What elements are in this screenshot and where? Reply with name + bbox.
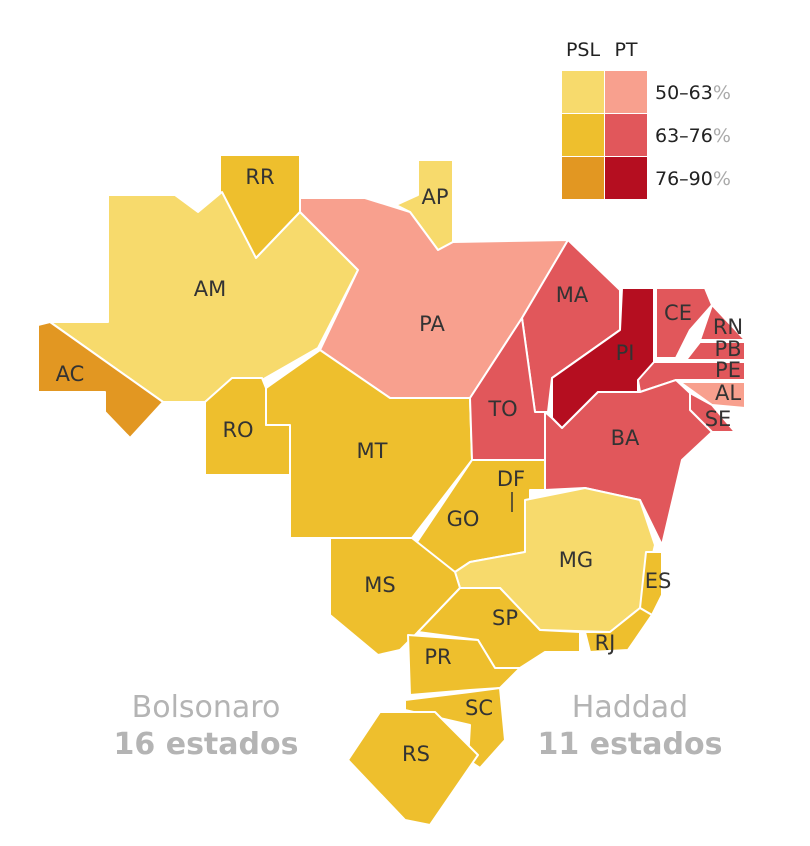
state-label: MS — [364, 573, 395, 597]
state-label: GO — [447, 507, 480, 531]
state-label: MT — [357, 439, 388, 463]
legend-range-label: 50–63% — [655, 82, 731, 104]
state-AC[interactable] — [37, 321, 164, 439]
legend: PSL PT 50–63% 63–76% 76–90% — [562, 39, 731, 199]
state-label: TO — [487, 397, 517, 421]
state-RJ[interactable] — [584, 607, 653, 653]
state-SP[interactable] — [417, 587, 581, 669]
state-PR[interactable] — [407, 634, 521, 696]
legend-range-value: 50–63 — [655, 82, 713, 104]
state-label: SP — [492, 606, 518, 630]
state-label: PA — [419, 312, 445, 336]
legend-range-label: 76–90% — [655, 168, 731, 190]
state-label: AM — [194, 277, 226, 301]
state-PB[interactable] — [685, 341, 746, 361]
state-label: BA — [611, 426, 640, 450]
state-label: RR — [245, 165, 274, 189]
legend-percent-sign: % — [713, 82, 731, 104]
state-label: AC — [56, 362, 85, 386]
state-label: PB — [714, 337, 741, 361]
state-label: RJ — [595, 631, 616, 655]
legend-range-value: 76–90 — [655, 168, 713, 190]
state-label: RO — [222, 418, 253, 442]
candidate-right-count: 11 estados — [538, 727, 723, 762]
state-label: MG — [559, 548, 593, 572]
state-MT[interactable] — [265, 349, 473, 539]
legend-range-value: 63–76 — [655, 125, 713, 147]
state-label: PE — [715, 358, 741, 382]
states-layer — [37, 154, 746, 826]
state-CE[interactable] — [655, 287, 713, 359]
state-label: PR — [424, 645, 451, 669]
candidate-tallies: Bolsonaro 16 estados Haddad 11 estados — [114, 690, 723, 762]
legend-swatch-pt — [605, 71, 647, 113]
candidate-left-count: 16 estados — [114, 727, 299, 762]
legend-swatch-psl — [562, 157, 604, 199]
legend-swatch-pt — [605, 114, 647, 156]
legend-range-label: 63–76% — [655, 125, 731, 147]
state-label: DF — [497, 467, 525, 491]
legend-swatch-psl — [562, 71, 604, 113]
legend-swatch-psl — [562, 114, 604, 156]
legend-header-psl: PSL — [566, 39, 601, 61]
legend-percent-sign: % — [713, 168, 731, 190]
state-label: CE — [664, 301, 692, 325]
state-label: RS — [402, 742, 430, 766]
state-AL[interactable] — [679, 381, 746, 409]
state-ES[interactable] — [639, 551, 663, 616]
state-labels-layer: RR AP AM PA MA CE RN PB PE AL SE PI AC R… — [56, 165, 743, 766]
state-RS[interactable] — [347, 711, 479, 826]
state-label: PI — [616, 341, 635, 365]
state-label: AP — [421, 185, 448, 209]
candidate-left-name: Bolsonaro — [132, 690, 281, 725]
state-label: ES — [645, 569, 672, 593]
state-label: RN — [713, 315, 743, 339]
state-label: MA — [556, 283, 589, 307]
state-label: AL — [715, 381, 741, 405]
state-label: SE — [705, 407, 732, 431]
legend-header-pt: PT — [614, 39, 637, 61]
legend-swatch-pt — [605, 157, 647, 199]
legend-percent-sign: % — [713, 125, 731, 147]
state-RN[interactable] — [699, 304, 746, 341]
candidate-right-name: Haddad — [572, 690, 688, 725]
state-label: SC — [465, 696, 493, 720]
